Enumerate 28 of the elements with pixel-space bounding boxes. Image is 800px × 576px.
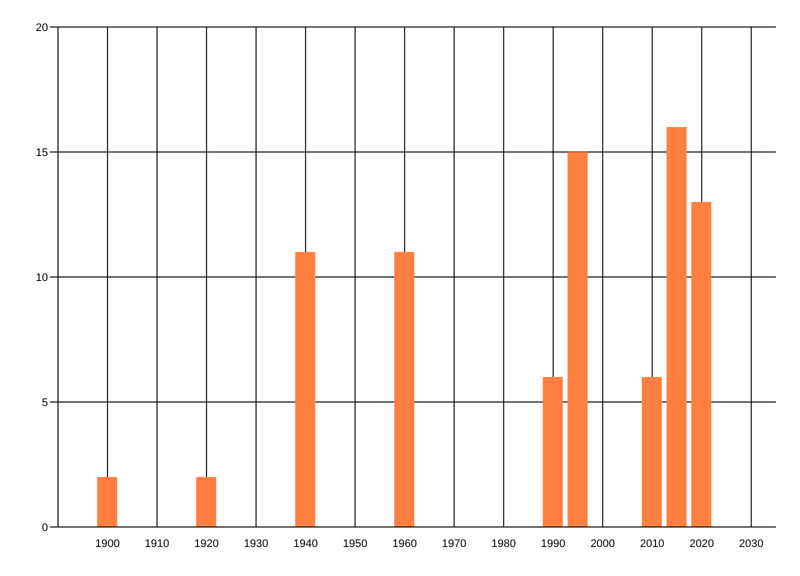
bar bbox=[642, 377, 662, 527]
x-tick-label: 1950 bbox=[342, 538, 368, 550]
x-tick-label: 1970 bbox=[442, 538, 466, 550]
y-tick-label: 15 bbox=[36, 146, 48, 159]
x-tick-label: 2030 bbox=[739, 538, 764, 550]
x-tick-label: 1930 bbox=[244, 538, 268, 550]
x-tick-label: 1920 bbox=[194, 538, 219, 550]
x-tick-label: 2020 bbox=[689, 538, 714, 550]
y-tick-label: 0 bbox=[42, 522, 48, 534]
bar bbox=[666, 127, 687, 527]
x-tick-label: 2000 bbox=[590, 538, 615, 550]
x-tick-label: 1900 bbox=[95, 538, 120, 550]
x-tick-label: 1910 bbox=[144, 538, 170, 550]
bar bbox=[394, 252, 414, 527]
bar bbox=[568, 152, 588, 527]
x-tick-label: 1980 bbox=[491, 538, 516, 550]
x-tick-label: 1960 bbox=[392, 538, 417, 550]
bar bbox=[196, 477, 216, 527]
x-tick-label: 2010 bbox=[640, 538, 664, 550]
bar bbox=[97, 477, 118, 527]
x-tick-label: 1940 bbox=[293, 538, 318, 550]
y-tick-label: 5 bbox=[42, 396, 48, 409]
y-tick-label: 10 bbox=[36, 272, 48, 284]
bar bbox=[295, 252, 316, 527]
y-tick-label: 20 bbox=[36, 22, 48, 34]
bar bbox=[542, 377, 563, 527]
bar bbox=[691, 202, 712, 527]
x-tick-label: 1990 bbox=[540, 538, 566, 550]
